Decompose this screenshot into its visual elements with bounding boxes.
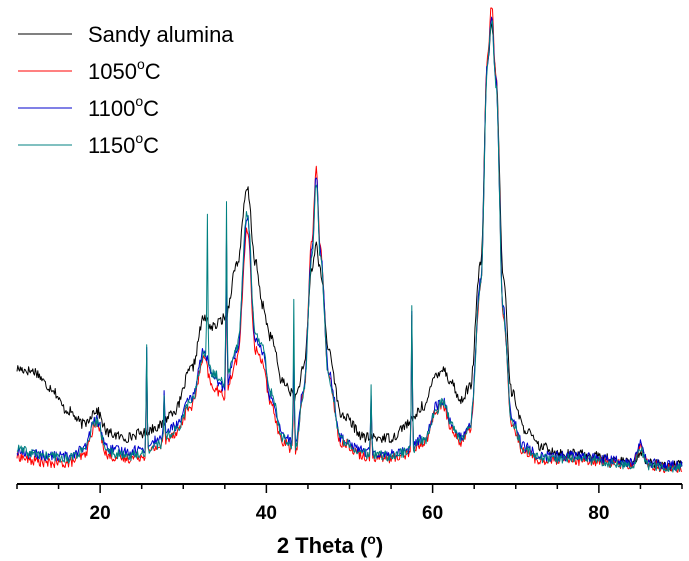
legend: Sandy alumina 1050oC 1100oC 1150oC: [18, 22, 234, 158]
legend-label-1: 1050oC: [88, 56, 161, 84]
x-axis-title-close: ): [376, 533, 383, 558]
x-axis-title-main: 2 Theta (: [277, 533, 368, 558]
x-tick-label: 60: [422, 503, 443, 524]
legend-label-2: 1100oC: [88, 93, 159, 121]
x-axis-title: 2 Theta (o): [277, 531, 383, 558]
series-line-2: [16, 16, 683, 471]
x-tick-label: 80: [588, 503, 609, 524]
x-axis-title-degree: o: [367, 531, 376, 547]
legend-label-3: 1150oC: [88, 130, 159, 158]
x-axis-ticks: 20 40 60 80: [16, 484, 683, 524]
x-tick-label: 40: [256, 503, 277, 524]
series-layer: [16, 7, 683, 474]
x-tick-label: 20: [90, 503, 111, 524]
series-line-3: [16, 20, 683, 473]
legend-label-0: Sandy alumina: [88, 22, 234, 47]
series-line-0: [16, 22, 683, 471]
